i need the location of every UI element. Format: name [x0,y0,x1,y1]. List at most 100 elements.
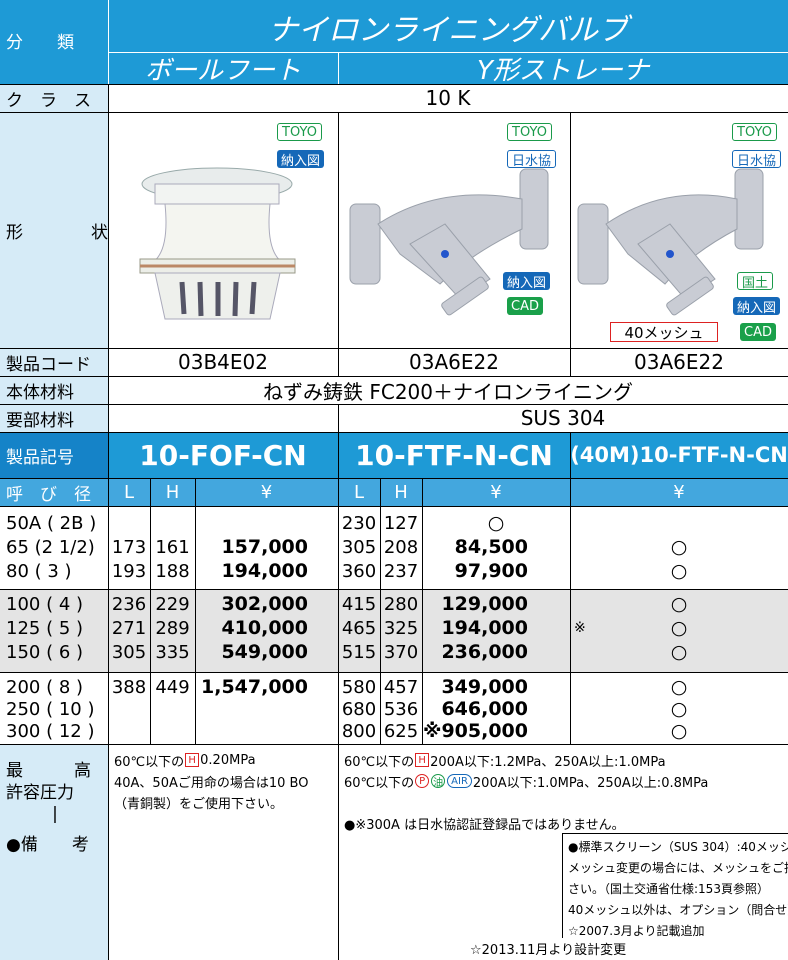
rule [0,112,788,113]
rule [0,376,788,377]
icon: 油 [431,774,446,789]
note-line: 40A、50Aご用命の場合は10 BO [114,771,308,791]
note-line: 60℃以下の H 0.20MPa [114,750,256,770]
column-header: L [353,481,365,503]
badge: TOYO [732,123,777,141]
note-line: （青銅製）をご使用下さい。 [114,792,283,812]
row-label: 本体材料 [6,382,74,403]
rule [338,52,339,84]
dimension: 193 [111,560,147,582]
section-title: ナイロンライニングバルブ [268,13,628,48]
column-header: H [394,481,408,503]
price: ○ [670,617,688,639]
rule [0,404,788,405]
dimension: 280 [383,593,419,615]
rule [422,478,423,744]
footer-note: ☆2013.11月より設計変更 [470,942,627,958]
dimension: 800 [341,720,377,742]
rule [150,478,151,744]
icon: H [415,753,430,767]
cell-bg [108,0,788,84]
nominal-size: 125 ( 5 ) [6,617,84,639]
badge: 納入図 [733,297,781,316]
note-text: 200A以下:1.0MPa、250A以上:0.8MPa [472,775,709,791]
nominal-size: 100 ( 4 ) [6,593,84,615]
price: 349,000 [441,676,528,698]
rule [0,744,788,745]
product-code: 03A6E22 [409,350,499,374]
badge: 日水協 [732,150,782,169]
price: 97,900 [454,560,528,582]
price: ○ [487,512,505,534]
badge: 納入図 [503,272,551,291]
nominal-size: 200 ( 8 ) [6,676,84,698]
price: 129,000 [441,593,528,615]
price: ○ [670,698,688,720]
box-note: ●標準スクリーン（SUS 304）:40メッシュ [568,839,788,854]
nominal-size: 300 ( 12 ) [6,720,95,742]
dimension: 370 [383,641,419,663]
rule [562,833,788,834]
row-label: | [52,804,58,824]
dimension: 229 [155,593,190,615]
product-type: ボールフート [144,55,301,86]
row-label: 製品コード [6,354,91,375]
icon: P [415,774,430,788]
ball-foot-image [139,167,296,320]
price: ○ [670,536,688,558]
cell-bg [0,432,108,478]
main-material: SUS 304 [520,406,606,430]
badge: 納入図 [277,150,325,169]
nominal-size: 250 ( 10 ) [6,698,95,720]
rule [0,589,788,590]
note-mark: ※ [574,620,586,636]
product-type: Y形ストレーナ [477,55,649,86]
badge: 日水協 [507,150,557,169]
dimension: 305 [111,641,147,663]
rule [195,478,196,744]
price: 302,000 [221,593,308,615]
icon: H [185,753,200,767]
dimension: 449 [155,676,190,698]
badge: CAD [507,297,543,315]
price: 194,000 [441,617,528,639]
price: 236,000 [441,641,528,663]
note-text: 60℃以下の [114,754,185,770]
column-header: H [165,481,180,503]
dimension: 289 [155,617,190,639]
dimension: 325 [383,617,419,639]
row-label: 製品記号 [6,447,74,468]
price: 194,000 [221,560,308,582]
model-code: 10-FTF-N-CN [355,438,553,472]
note-text: 60℃以下の [344,775,415,791]
note-text: 200A以下:1.2MPa、250A以上:1.0MPa [430,754,666,770]
cell-bg [108,432,788,478]
row-label: 形 状 [6,222,108,243]
dimension: 515 [341,641,377,663]
mesh-label: 40メッシュ [610,322,718,342]
dimension: 360 [341,560,377,582]
badge: CAD [740,323,776,341]
rule [562,833,563,938]
price: 646,000 [441,698,528,720]
badge: TOYO [277,123,322,141]
rule [0,478,788,479]
dimension: 161 [155,536,190,558]
nominal-size: 65 (2 1/2) [6,536,95,558]
column-header: ¥ [490,481,502,503]
product-images [139,167,764,320]
rule [338,404,339,960]
price: ○ [670,593,688,615]
dimension: 208 [383,536,419,558]
dimension: 457 [383,676,419,698]
dimension: 680 [341,698,377,720]
product-code: 03B4E02 [178,350,268,374]
price: ○ [670,676,688,698]
rule [0,348,788,349]
dimension: 271 [111,617,147,639]
dimension: 465 [341,617,377,639]
class-value: 10 K [425,86,471,110]
dimension: 305 [341,536,377,558]
product-code: 03A6E22 [634,350,724,374]
